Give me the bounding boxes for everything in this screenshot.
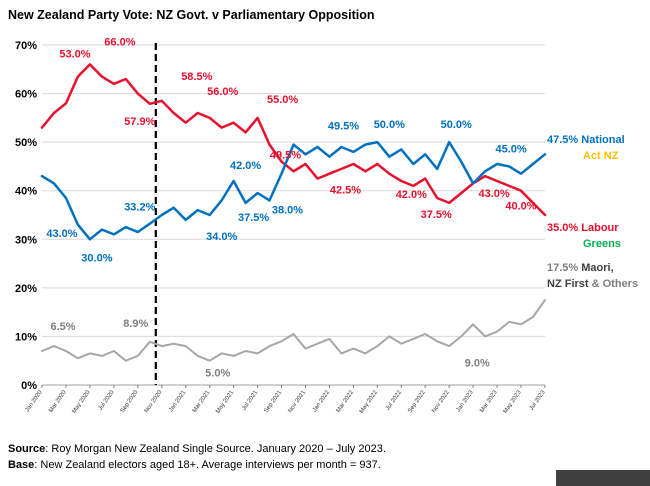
x-axis-label: Nov 2021 <box>287 389 307 414</box>
data-label: 43.0% <box>46 228 77 240</box>
x-axis-label: Sep 2021 <box>263 389 283 414</box>
legend-nzfirst-label: NZ First <box>547 278 589 290</box>
y-axis-label: 30% <box>15 234 37 246</box>
x-axis-label: May 2021 <box>215 389 235 415</box>
data-label: 53.0% <box>59 49 90 61</box>
data-label: 42.0% <box>396 189 427 201</box>
x-axis-label: Mar 2023 <box>479 389 499 414</box>
data-label: 34.0% <box>206 231 237 243</box>
series-line-govt <box>40 63 547 217</box>
data-label: 33.2% <box>124 202 155 214</box>
party-vote-line-chart: 0%10%20%30%40%50%60%70%Jan 2020 Mar 2020 M… <box>15 36 547 415</box>
data-label: 50.0% <box>441 119 472 131</box>
source-label: Source <box>8 443 46 455</box>
data-label: 8.9% <box>123 318 148 330</box>
x-axis-label: Nov 2020 <box>144 389 164 414</box>
legend-others-line-2: NZ First & Others <box>547 276 638 292</box>
data-label: 55.0% <box>267 94 298 106</box>
legend-andothers-label: & Others <box>591 278 639 290</box>
legend-greens-line: Greens <box>583 236 621 252</box>
x-axis-label: Jan 2021 <box>168 389 187 413</box>
x-axis-label: Mar 2021 <box>192 389 212 414</box>
legend-greens-label: Greens <box>583 238 621 250</box>
x-axis-label: Nov 2022 <box>431 389 451 414</box>
y-axis-label: 70% <box>15 40 37 52</box>
base-text: : New Zealand electors aged 18+. Average… <box>34 459 381 471</box>
legend-others: 17.5% Maori, NZ First & Others <box>547 260 638 292</box>
series-line-opp <box>40 140 547 241</box>
x-axis-label: Mar 2020 <box>48 389 68 414</box>
data-label: 42.0% <box>230 160 261 172</box>
x-axis-label: Jan 2022 <box>312 389 331 413</box>
data-label: 38.0% <box>272 204 303 216</box>
data-label: 37.5% <box>421 209 452 221</box>
x-axis-label: Jul 2021 <box>241 389 259 412</box>
data-label: 40.0% <box>505 201 536 213</box>
data-label: 50.0% <box>374 119 405 131</box>
legend-act-label: Act NZ <box>583 150 619 162</box>
legend-act-line: Act NZ <box>583 148 625 164</box>
data-label: 30.0% <box>81 252 112 264</box>
x-axis-label: Jul 2022 <box>385 389 403 412</box>
x-axis-label: Jul 2020 <box>98 389 116 412</box>
chart-footer: Source: Roy Morgan New Zealand Single So… <box>8 441 386 473</box>
data-label: 43.0% <box>478 188 509 200</box>
legend-national-label: National <box>581 134 625 146</box>
data-label: 58.5% <box>181 71 212 83</box>
y-axis-label: 0% <box>21 380 37 392</box>
x-axis-label: Mar 2022 <box>336 389 356 414</box>
legend-others-value: 17.5% <box>547 262 579 274</box>
legend-labour-greens: 35.0% Labour Greens <box>547 220 621 252</box>
data-label: 9.0% <box>465 357 490 369</box>
x-axis-label: Jul 2023 <box>529 389 547 412</box>
data-label: 56.0% <box>207 86 238 98</box>
data-label: 6.5% <box>50 321 75 333</box>
x-axis-label: Sep 2020 <box>120 389 140 414</box>
y-axis-label: 40% <box>15 186 37 198</box>
y-axis-label: 20% <box>15 283 37 295</box>
data-label: 37.5% <box>238 212 269 224</box>
data-label: 5.0% <box>205 368 230 380</box>
legend-labour-label: Labour <box>581 222 619 234</box>
x-axis-label: Sep 2022 <box>407 389 427 414</box>
legend-national-value: 47.5% <box>547 134 579 146</box>
data-label: 49.5% <box>328 121 359 133</box>
x-axis-label: May 2023 <box>503 389 523 415</box>
legend-labour-value: 35.0% <box>547 222 579 234</box>
x-axis-label: May 2022 <box>359 389 379 415</box>
legend-national-line: 47.5% National <box>547 132 625 148</box>
data-label: 57.9% <box>124 116 155 128</box>
series-line-oth <box>41 299 546 362</box>
y-axis-label: 10% <box>15 331 37 343</box>
legend-maori-label: Maori, <box>581 262 614 274</box>
base-line: Base: New Zealand electors aged 18+. Ave… <box>8 457 386 473</box>
source-line: Source: Roy Morgan New Zealand Single So… <box>8 441 386 457</box>
data-label: 49.5% <box>270 150 301 162</box>
legend-others-line-1: 17.5% Maori, <box>547 260 638 276</box>
x-axis-label: Jan 2023 <box>456 389 475 413</box>
source-text: : Roy Morgan New Zealand Single Source. … <box>45 443 386 455</box>
page-title: New Zealand Party Vote: NZ Govt. v Parli… <box>8 8 375 22</box>
data-label: 42.5% <box>330 185 361 197</box>
base-label: Base <box>8 459 35 471</box>
x-axis-label: Jan 2020 <box>25 389 44 413</box>
y-axis-label: 60% <box>15 89 37 101</box>
bottom-right-dark-bar <box>556 470 650 486</box>
legend-labour-line: 35.0% Labour <box>547 220 621 236</box>
legend-national-act: 47.5% National Act NZ <box>547 132 625 164</box>
data-label: 66.0% <box>104 36 135 48</box>
y-axis-label: 50% <box>15 137 37 149</box>
data-label: 45.0% <box>495 143 526 155</box>
x-axis-label: May 2020 <box>72 389 92 415</box>
